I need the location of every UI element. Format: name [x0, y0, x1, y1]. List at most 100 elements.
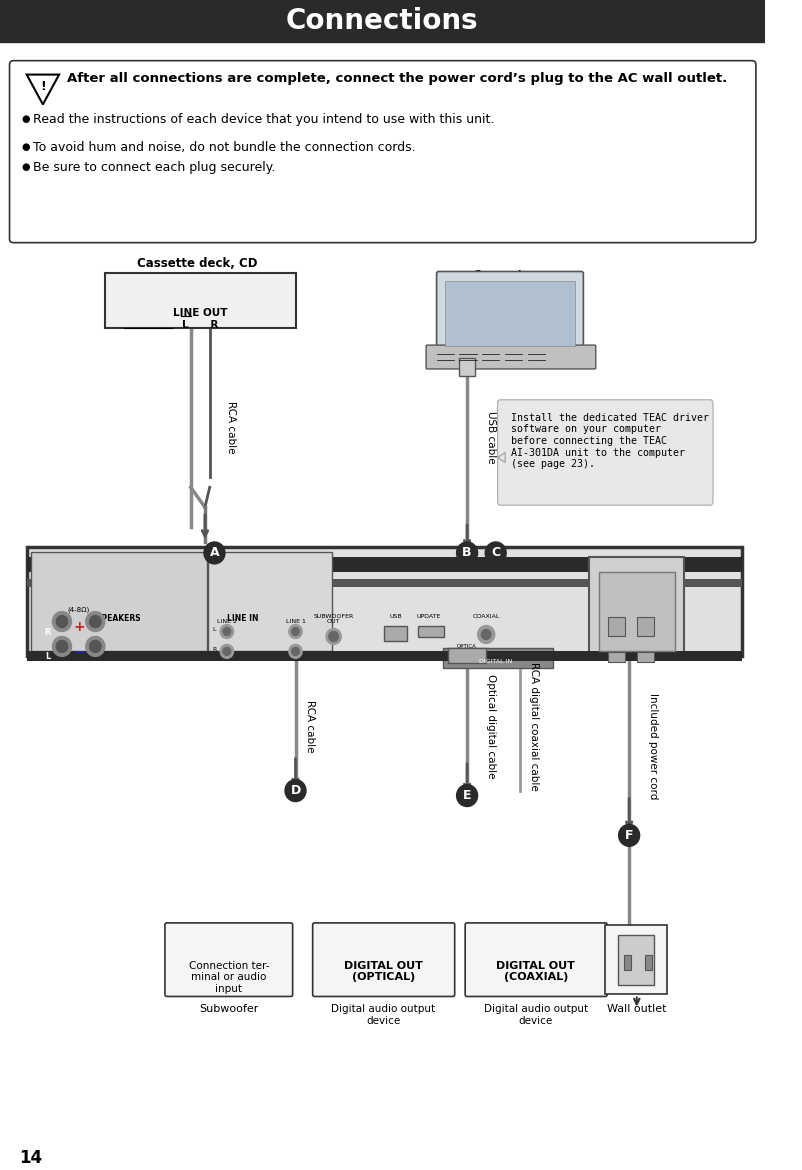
FancyBboxPatch shape	[312, 923, 454, 997]
Text: COAXIAL: COAXIAL	[472, 613, 499, 619]
Text: RCA cable: RCA cable	[305, 700, 314, 752]
Circle shape	[204, 542, 225, 564]
Text: Connection ter-
minal or audio
input: Connection ter- minal or audio input	[188, 961, 269, 993]
Circle shape	[477, 626, 494, 644]
Text: Subwoofer: Subwoofer	[199, 1004, 258, 1014]
Bar	[617, 935, 653, 984]
Circle shape	[618, 825, 639, 846]
FancyBboxPatch shape	[426, 345, 595, 369]
Circle shape	[289, 625, 302, 639]
Bar	[26, 652, 741, 661]
Text: UPDATE: UPDATE	[416, 613, 440, 619]
FancyBboxPatch shape	[436, 271, 583, 355]
Bar	[605, 924, 666, 994]
Circle shape	[484, 542, 505, 564]
Circle shape	[90, 640, 101, 653]
Bar	[26, 546, 741, 656]
Bar	[444, 282, 574, 346]
Text: +: +	[73, 620, 85, 633]
Bar	[607, 653, 625, 662]
Text: USB cable: USB cable	[485, 412, 496, 463]
Bar	[105, 274, 295, 328]
Circle shape	[56, 615, 67, 627]
Bar	[26, 579, 741, 586]
Bar	[597, 572, 674, 652]
Text: OPTICA: OPTICA	[456, 645, 476, 649]
Circle shape	[220, 625, 233, 639]
Text: To avoid hum and noise, do not bundle the connection cords.: To avoid hum and noise, do not bundle th…	[34, 140, 415, 153]
Text: RCA digital coaxial cable: RCA digital coaxial cable	[529, 661, 538, 791]
Bar	[624, 955, 630, 970]
Text: −: −	[73, 645, 85, 659]
Text: Install the dedicated TEAC driver
software on your computer
before connecting th: Install the dedicated TEAC driver softwa…	[510, 413, 708, 469]
Text: ●: ●	[21, 115, 30, 124]
Circle shape	[456, 542, 477, 564]
Text: ●: ●	[21, 163, 30, 172]
Text: Be sure to connect each plug securely.: Be sure to connect each plug securely.	[34, 160, 275, 173]
Bar	[448, 648, 485, 663]
Circle shape	[52, 636, 71, 656]
Bar	[636, 617, 653, 636]
Text: LINE 1: LINE 1	[286, 619, 305, 624]
Text: (4-8Ω): (4-8Ω)	[67, 606, 89, 613]
Text: Computer: Computer	[472, 268, 537, 282]
Text: R: R	[44, 628, 51, 636]
Bar	[208, 552, 331, 652]
Circle shape	[86, 612, 105, 632]
Text: ●: ●	[21, 143, 30, 152]
Text: After all connections are complete, connect the power cord’s plug to the AC wall: After all connections are complete, conn…	[67, 71, 726, 84]
Text: Digital audio output
device: Digital audio output device	[483, 1004, 587, 1026]
Bar	[607, 617, 625, 636]
FancyBboxPatch shape	[10, 61, 755, 242]
Circle shape	[326, 628, 341, 645]
Circle shape	[223, 627, 230, 635]
Text: SUBWOOFER
OUT: SUBWOOFER OUT	[313, 613, 354, 625]
Text: Included power cord: Included power cord	[647, 693, 658, 799]
Circle shape	[329, 632, 338, 641]
Circle shape	[480, 629, 490, 640]
FancyBboxPatch shape	[497, 400, 712, 505]
Circle shape	[52, 612, 71, 632]
Bar	[636, 653, 653, 662]
Text: D: D	[290, 784, 300, 797]
Circle shape	[285, 779, 306, 801]
FancyBboxPatch shape	[464, 923, 606, 997]
Circle shape	[289, 645, 302, 659]
Text: LINE OUT
L      R: LINE OUT L R	[172, 308, 227, 330]
Text: ～ IN: ～ IN	[629, 613, 643, 622]
Bar	[459, 358, 474, 376]
Text: Digital audio output
device: Digital audio output device	[330, 1004, 435, 1026]
Text: L: L	[465, 652, 468, 656]
Text: Cassette deck, CD
player, etc.: Cassette deck, CD player, etc.	[137, 256, 257, 284]
Text: SPEAKERS: SPEAKERS	[97, 613, 141, 622]
FancyBboxPatch shape	[164, 923, 292, 997]
Text: C: C	[491, 546, 500, 559]
Text: Read the instructions of each device that you intend to use with this unit.: Read the instructions of each device tha…	[34, 112, 494, 126]
Text: E: E	[462, 789, 471, 803]
Text: DIGITAL IN: DIGITAL IN	[479, 660, 512, 665]
Circle shape	[291, 647, 299, 655]
Text: L: L	[45, 652, 51, 661]
Text: L: L	[213, 627, 216, 632]
Bar	[589, 557, 683, 656]
Circle shape	[86, 636, 105, 656]
Text: RCA cable: RCA cable	[225, 401, 236, 454]
Circle shape	[456, 785, 477, 806]
Text: Wall outlet: Wall outlet	[606, 1004, 666, 1014]
Text: F: F	[624, 828, 633, 842]
Bar	[30, 552, 207, 652]
Text: LINE 2: LINE 2	[217, 619, 237, 624]
Text: Connections: Connections	[286, 7, 478, 35]
Text: LINE IN: LINE IN	[227, 613, 258, 622]
Circle shape	[291, 627, 299, 635]
Circle shape	[223, 647, 230, 655]
Bar	[645, 955, 651, 970]
Text: R: R	[212, 647, 217, 652]
Text: USB: USB	[389, 613, 402, 619]
Circle shape	[220, 645, 233, 659]
Text: DIGITAL OUT
(COAXIAL): DIGITAL OUT (COAXIAL)	[496, 961, 574, 983]
Bar	[383, 626, 407, 641]
Text: B: B	[462, 546, 472, 559]
Bar	[0, 0, 764, 42]
Text: DIGITAL OUT
(OPTICAL): DIGITAL OUT (OPTICAL)	[343, 961, 422, 983]
